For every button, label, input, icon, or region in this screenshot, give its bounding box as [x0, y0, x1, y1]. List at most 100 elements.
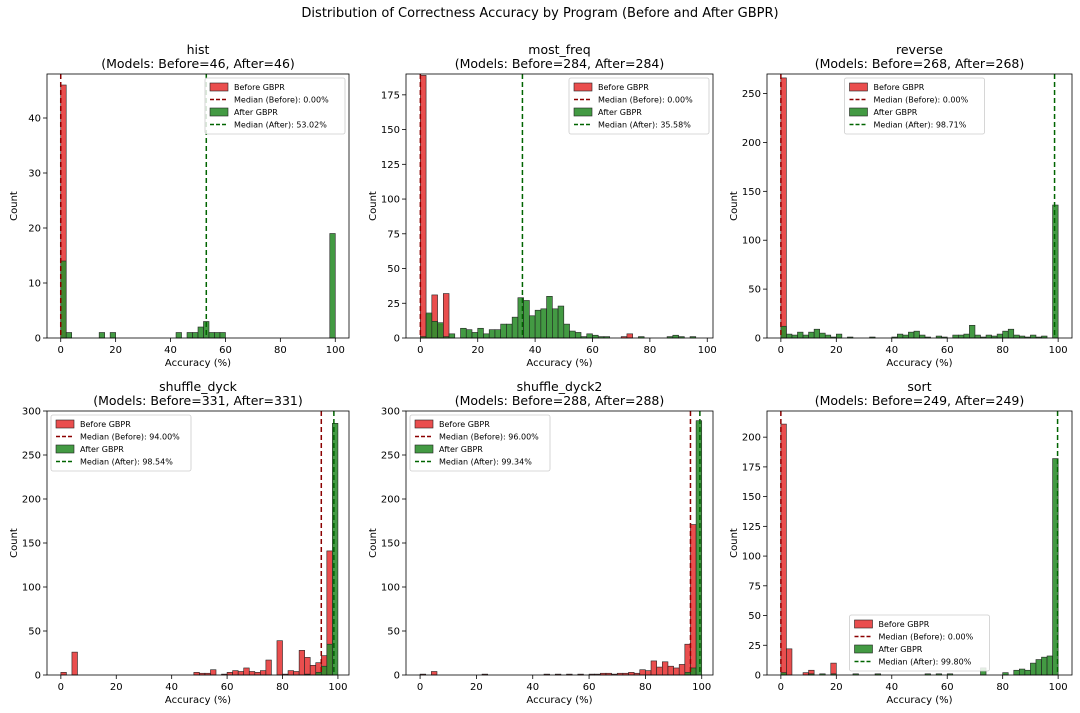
chart-subtitle: (Models: Before=284, After=284)	[455, 56, 664, 71]
y-tick-label: 200	[381, 495, 400, 506]
y-tick-label: 150	[381, 539, 400, 550]
legend-label-before: Before GBPR	[234, 83, 285, 92]
bar-after	[186, 332, 193, 339]
x-tick-label: 20	[830, 345, 843, 356]
legend-label-median-before: Median (Before): 0.00%	[879, 633, 974, 642]
bar-after	[958, 334, 965, 339]
y-tick-label: 0	[35, 334, 41, 345]
legend-box	[849, 614, 990, 672]
x-axis-label: Accuracy (%)	[165, 358, 231, 369]
bar-before	[298, 650, 305, 676]
bar-before	[626, 333, 633, 339]
y-tick-label: 100	[381, 583, 400, 594]
bar-after	[1002, 330, 1009, 339]
y-tick-label: 0	[394, 334, 400, 345]
bar-after	[913, 330, 920, 339]
bar-after	[1019, 668, 1026, 676]
y-tick-label: 50	[28, 627, 41, 638]
bar-after	[534, 309, 542, 339]
bar-after	[797, 331, 804, 339]
x-tick-label: 80	[996, 345, 1009, 356]
bar-after	[808, 331, 815, 339]
y-tick-label: 25	[748, 641, 761, 652]
bar-after	[1030, 662, 1037, 676]
x-tick-label: 100	[1049, 682, 1068, 693]
bar-before	[309, 665, 317, 676]
bar-after	[494, 329, 501, 339]
legend-label-after: After GBPR	[80, 445, 124, 454]
bar-before	[431, 671, 438, 676]
x-axis-label: Accuracy (%)	[165, 695, 231, 706]
bar-after	[214, 332, 221, 339]
bar-before	[287, 670, 294, 676]
bar-after	[695, 420, 703, 676]
chart-sort: sort(Models: Before=249, After=249) 0 20 40…	[729, 379, 1073, 706]
bar-before	[684, 643, 691, 676]
y-tick-label: 150	[742, 492, 761, 503]
legend-label-median-before: Median (Before): 0.00%	[874, 96, 969, 105]
legend-label-before: Before GBPR	[879, 620, 930, 629]
y-tick-label: 0	[35, 671, 41, 682]
x-tick-label: 60	[941, 682, 954, 693]
chart-title: shuffle_dyck2	[517, 379, 603, 394]
bar-before	[304, 657, 311, 676]
x-tick-label: 100	[326, 345, 345, 356]
bar-before	[830, 662, 837, 676]
y-axis-label: Count	[729, 528, 740, 558]
x-tick-label: 0	[58, 682, 64, 693]
bar-before	[678, 664, 686, 676]
bar-before	[260, 670, 267, 676]
legend-swatch-before	[849, 82, 868, 92]
y-tick-label: 30	[28, 169, 41, 180]
legend-swatch-before	[414, 419, 434, 429]
y-tick-label: 40	[28, 114, 41, 125]
bar-after	[569, 330, 576, 339]
bar-after	[897, 333, 904, 339]
bar-after	[963, 333, 970, 339]
axes-frame	[766, 410, 1073, 676]
bar-after	[786, 333, 793, 339]
bar-after	[477, 327, 484, 339]
bar-after	[208, 332, 215, 339]
legend-label-median-after: Median (After): 35.58%	[598, 121, 691, 130]
y-tick-label: 200	[742, 138, 761, 149]
x-tick-label: 20	[109, 345, 122, 356]
y-tick-label: 250	[22, 451, 41, 462]
bar-after	[98, 332, 105, 339]
axes-frame	[766, 73, 1073, 339]
y-tick-label: 125	[742, 522, 761, 533]
chart-title: hist	[187, 42, 210, 57]
y-tick-label: 100	[381, 195, 400, 206]
bar-after	[780, 325, 787, 339]
y-axis-label: Count	[9, 528, 20, 558]
y-tick-label: 250	[381, 451, 400, 462]
bar-after	[109, 332, 116, 339]
bar-before	[293, 671, 300, 676]
bar-after	[902, 334, 909, 339]
bar-after	[65, 332, 73, 339]
bar-after	[791, 334, 798, 339]
chart-subtitle: (Models: Before=288, After=288)	[455, 393, 664, 408]
y-tick-label: 100	[742, 552, 761, 563]
bar-before	[662, 661, 669, 676]
bar-after	[1046, 655, 1053, 676]
bar-after	[690, 667, 697, 676]
y-tick-label: 250	[742, 89, 761, 100]
bar-before	[420, 75, 427, 339]
bar-after	[192, 332, 199, 339]
chart-subtitle: (Models: Before=249, After=249)	[815, 393, 1024, 408]
bar-after	[540, 308, 547, 339]
bar-before	[645, 670, 652, 676]
bar-after	[974, 334, 981, 339]
legend-swatch-before	[55, 419, 75, 429]
bar-after	[448, 333, 456, 339]
bar-after	[529, 315, 536, 339]
y-tick-label: 150	[22, 539, 41, 550]
legend-label-median-before: Median (Before): 0.00%	[234, 96, 329, 105]
x-tick-label: 0	[417, 345, 423, 356]
bar-after	[437, 322, 444, 339]
y-tick-label: 200	[22, 495, 41, 506]
legend-swatch-after	[573, 107, 593, 117]
y-tick-label: 100	[22, 583, 41, 594]
legend: Before GBPR Median (Before): 0.00% After G…	[844, 77, 985, 135]
